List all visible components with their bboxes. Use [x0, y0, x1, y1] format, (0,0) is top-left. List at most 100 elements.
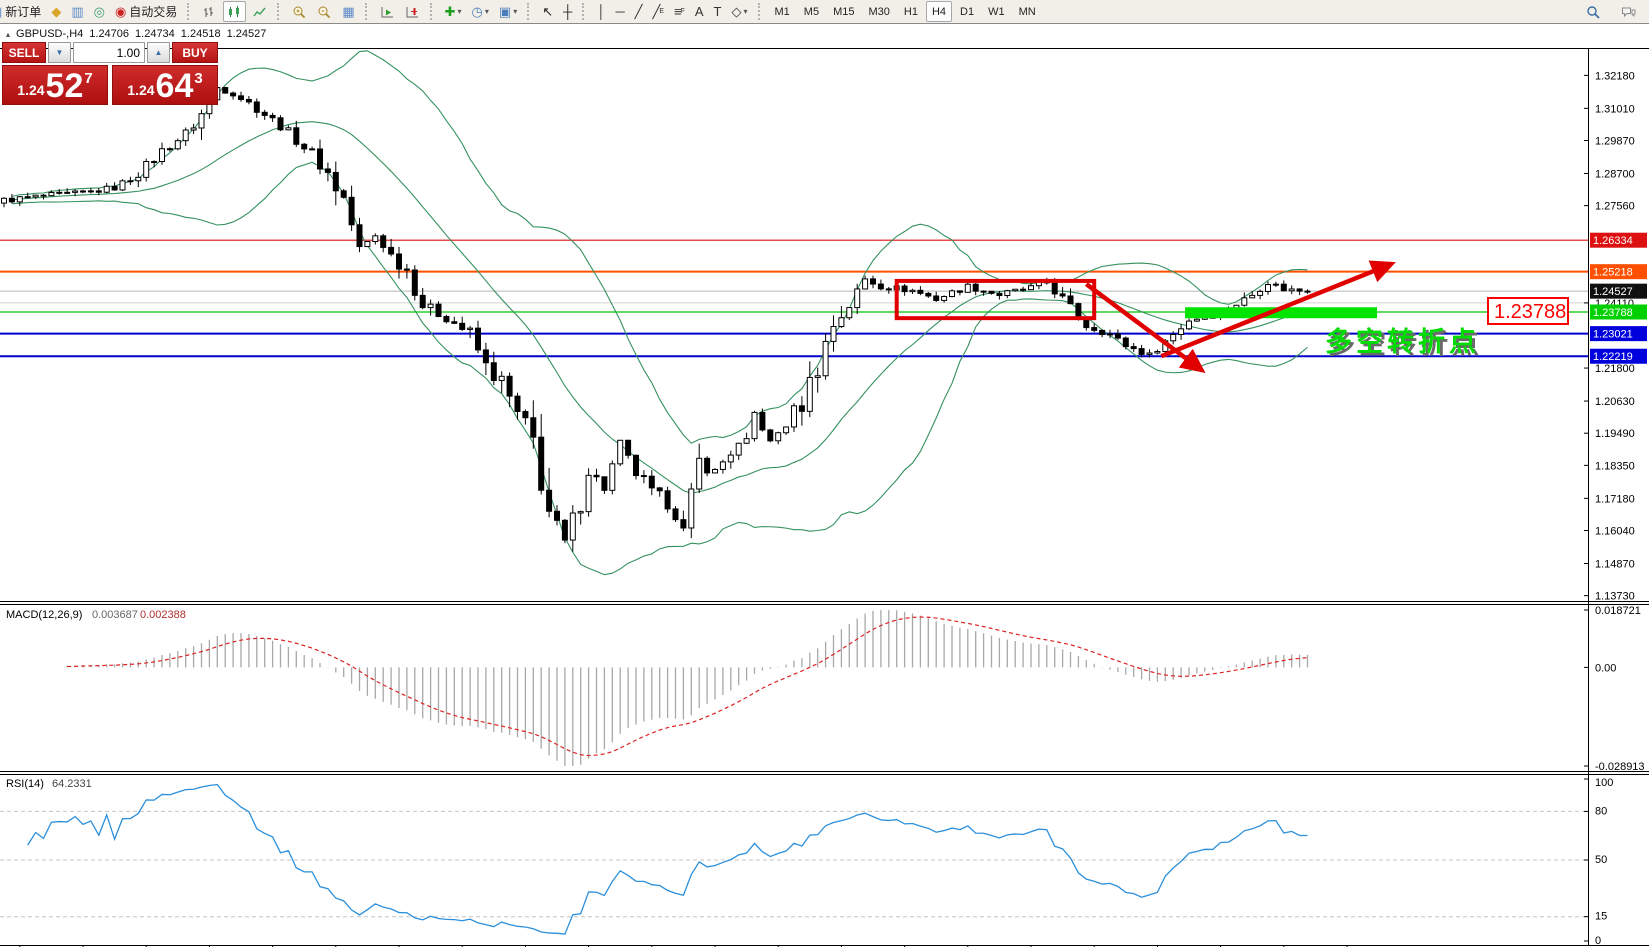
svg-text:0: 0: [1595, 935, 1601, 947]
crosshair-tool-icon: ┼: [563, 4, 573, 19]
toolbar: ▤新订单◆▥◎◉自动交易▦✚▾◷▾▣▾↖┼│─╱╱E≡FAT◇▾M1M5M15M…: [0, 0, 1649, 24]
toolbar-separator: [429, 3, 436, 20]
channel-tool-icon: ╱: [652, 4, 661, 19]
timeframe-M15[interactable]: M15: [833, 5, 855, 18]
svg-text:多空转折点: 多空转折点: [1325, 326, 1480, 357]
toolbar-separator: [582, 3, 588, 20]
toolbar-separator: [527, 3, 533, 20]
autotrade-button[interactable]: ◉ 自动交易: [114, 4, 178, 19]
tile-windows-button[interactable]: ▦: [338, 1, 358, 22]
symbol-search-button[interactable]: [1582, 1, 1605, 22]
fibonacci-tool[interactable]: ≡ F: [674, 4, 685, 19]
cursor-tool[interactable]: ↖: [538, 1, 557, 22]
gold-diamond-icon[interactable]: ◆: [47, 1, 65, 22]
sell-button[interactable]: SELL: [2, 42, 46, 63]
arrows-tool[interactable]: ◇ ▾: [728, 1, 752, 22]
time-axis[interactable]: Mar 20204 Mar 00:005 Mar 08:006 Mar 16:0…: [19, 945, 1375, 947]
timeframe-MN[interactable]: MN: [1018, 5, 1036, 18]
zoom-out-button[interactable]: [313, 1, 336, 22]
ohlc-low: 1.24518: [180, 28, 221, 40]
svg-text:1.29870: 1.29870: [1595, 135, 1635, 147]
chevron-down-icon: ▾: [743, 7, 748, 16]
signal-icon[interactable]: ◎: [90, 1, 109, 22]
price-chart: 1.23788多空转折点多空转折点1.321801.310101.298701.…: [0, 48, 1649, 947]
timeframe-H1[interactable]: H1: [903, 5, 918, 18]
trendline-tool[interactable]: ╱: [631, 1, 647, 22]
timeframe-D1[interactable]: D1: [960, 5, 975, 18]
svg-text:1.13730: 1.13730: [1595, 591, 1635, 603]
label-tool[interactable]: T: [710, 1, 726, 22]
chevron-down-icon: ▾: [513, 7, 518, 16]
toolbar-right-group: [1581, 1, 1649, 22]
ohlc-close: 1.24527: [226, 28, 267, 40]
svg-text:100: 100: [1595, 777, 1613, 789]
timeframe-M1[interactable]: M1: [774, 5, 790, 18]
auto-scroll-button[interactable]: [376, 1, 399, 22]
new-chart-button[interactable]: ✚ ▾: [441, 1, 466, 22]
buy-price[interactable]: 1.24 64 3: [112, 65, 218, 105]
text-tool[interactable]: A: [691, 1, 708, 22]
buy-price-big: 64: [155, 67, 194, 106]
chart-shift-button[interactable]: [401, 1, 424, 22]
zoom-in-button[interactable]: [288, 1, 311, 22]
sell-price-big: 52: [45, 67, 84, 106]
timeframe-W1[interactable]: W1: [988, 5, 1005, 18]
timeframe-H4[interactable]: H4: [925, 1, 953, 22]
sell-price[interactable]: 1.24 52 7: [2, 65, 108, 105]
volume-field[interactable]: 1.00: [73, 42, 145, 63]
buy-button[interactable]: BUY: [172, 42, 218, 63]
svg-text:1.16040: 1.16040: [1595, 525, 1635, 537]
channel-tool[interactable]: ╱ E: [652, 4, 665, 19]
volume-decrease-button[interactable]: ▼: [48, 42, 71, 63]
indicator-labels: MACD(12,26,9) 0.003687 0.002388 RSI(14) 64.2…: [6, 609, 186, 790]
chart-symbol-icon: ▴: [6, 29, 11, 39]
consolidation-rectangle: [894, 278, 1097, 321]
timeframe-M5[interactable]: M5: [803, 5, 820, 18]
chart-window: 1.23788 多空转折点 多空转折点 1.32180 1.31010 1.29870 1.…: [0, 24, 1649, 947]
price-axis[interactable]: 1.321801.310101.298701.287001.275601.241…: [1584, 70, 1647, 603]
templates-button[interactable]: ▣ ▾: [495, 1, 521, 22]
toolbar-separator: [364, 3, 371, 20]
svg-text:0.00: 0.00: [1595, 662, 1616, 674]
svg-text:1.19490: 1.19490: [1595, 428, 1635, 440]
fibonacci-tool-icon: ≡: [674, 4, 682, 19]
tile-windows-button-icon: ▦: [342, 4, 355, 19]
svg-text:15: 15: [1595, 911, 1607, 923]
toolbar-separator: [757, 3, 764, 20]
buy-price-sup: 3: [194, 70, 203, 87]
crosshair-tool[interactable]: ┼: [559, 1, 576, 22]
new-order-button[interactable]: ▤新订单: [0, 1, 45, 22]
support-zone-bar: [1185, 307, 1378, 319]
horizontal-lines: [0, 239, 1588, 358]
timeframe-M30[interactable]: M30: [868, 5, 890, 18]
vertical-line-tool[interactable]: │: [593, 1, 609, 22]
chevron-down-icon: ▾: [484, 7, 489, 16]
svg-text:1.21800: 1.21800: [1595, 363, 1635, 375]
svg-text:1.22219: 1.22219: [1593, 351, 1633, 363]
one-click-trading-panel: SELL ▼ 1.00 ▲ BUY 1.24 52 7 1.24 64 3: [2, 42, 218, 105]
svg-text:1.17180: 1.17180: [1595, 493, 1635, 505]
candle-chart-button[interactable]: [223, 1, 247, 22]
line-chart-button[interactable]: [248, 1, 271, 22]
bar-chart-button[interactable]: [198, 1, 221, 22]
profiles-icon-icon: ▥: [71, 4, 84, 19]
gold-diamond-icon-icon: ◆: [51, 4, 62, 19]
text-tool-icon: A: [694, 4, 704, 19]
vertical-line-tool-icon: │: [597, 4, 606, 19]
horizontal-line-tool[interactable]: ─: [611, 1, 628, 22]
indicator-axes[interactable]: 0.018721 0.00 -0.028913 100 80 50 15 0: [1584, 605, 1645, 947]
bollinger-bands: [11, 50, 1308, 576]
svg-text:1.28700: 1.28700: [1595, 168, 1635, 180]
sell-price-small: 1.24: [17, 82, 45, 98]
pane-borders: [0, 48, 1649, 946]
signal-icon-icon: ◎: [93, 4, 105, 19]
price-tag-box: [1487, 297, 1569, 325]
ohlc-open: 1.24706: [89, 28, 130, 40]
chat-button[interactable]: [1617, 1, 1640, 22]
svg-text:1.14870: 1.14870: [1595, 558, 1635, 570]
volume-increase-button[interactable]: ▲: [147, 42, 170, 63]
profiles-icon[interactable]: ▥: [67, 1, 87, 22]
periods-clock-button[interactable]: ◷ ▾: [468, 1, 493, 22]
svg-text:1.18350: 1.18350: [1595, 460, 1635, 472]
